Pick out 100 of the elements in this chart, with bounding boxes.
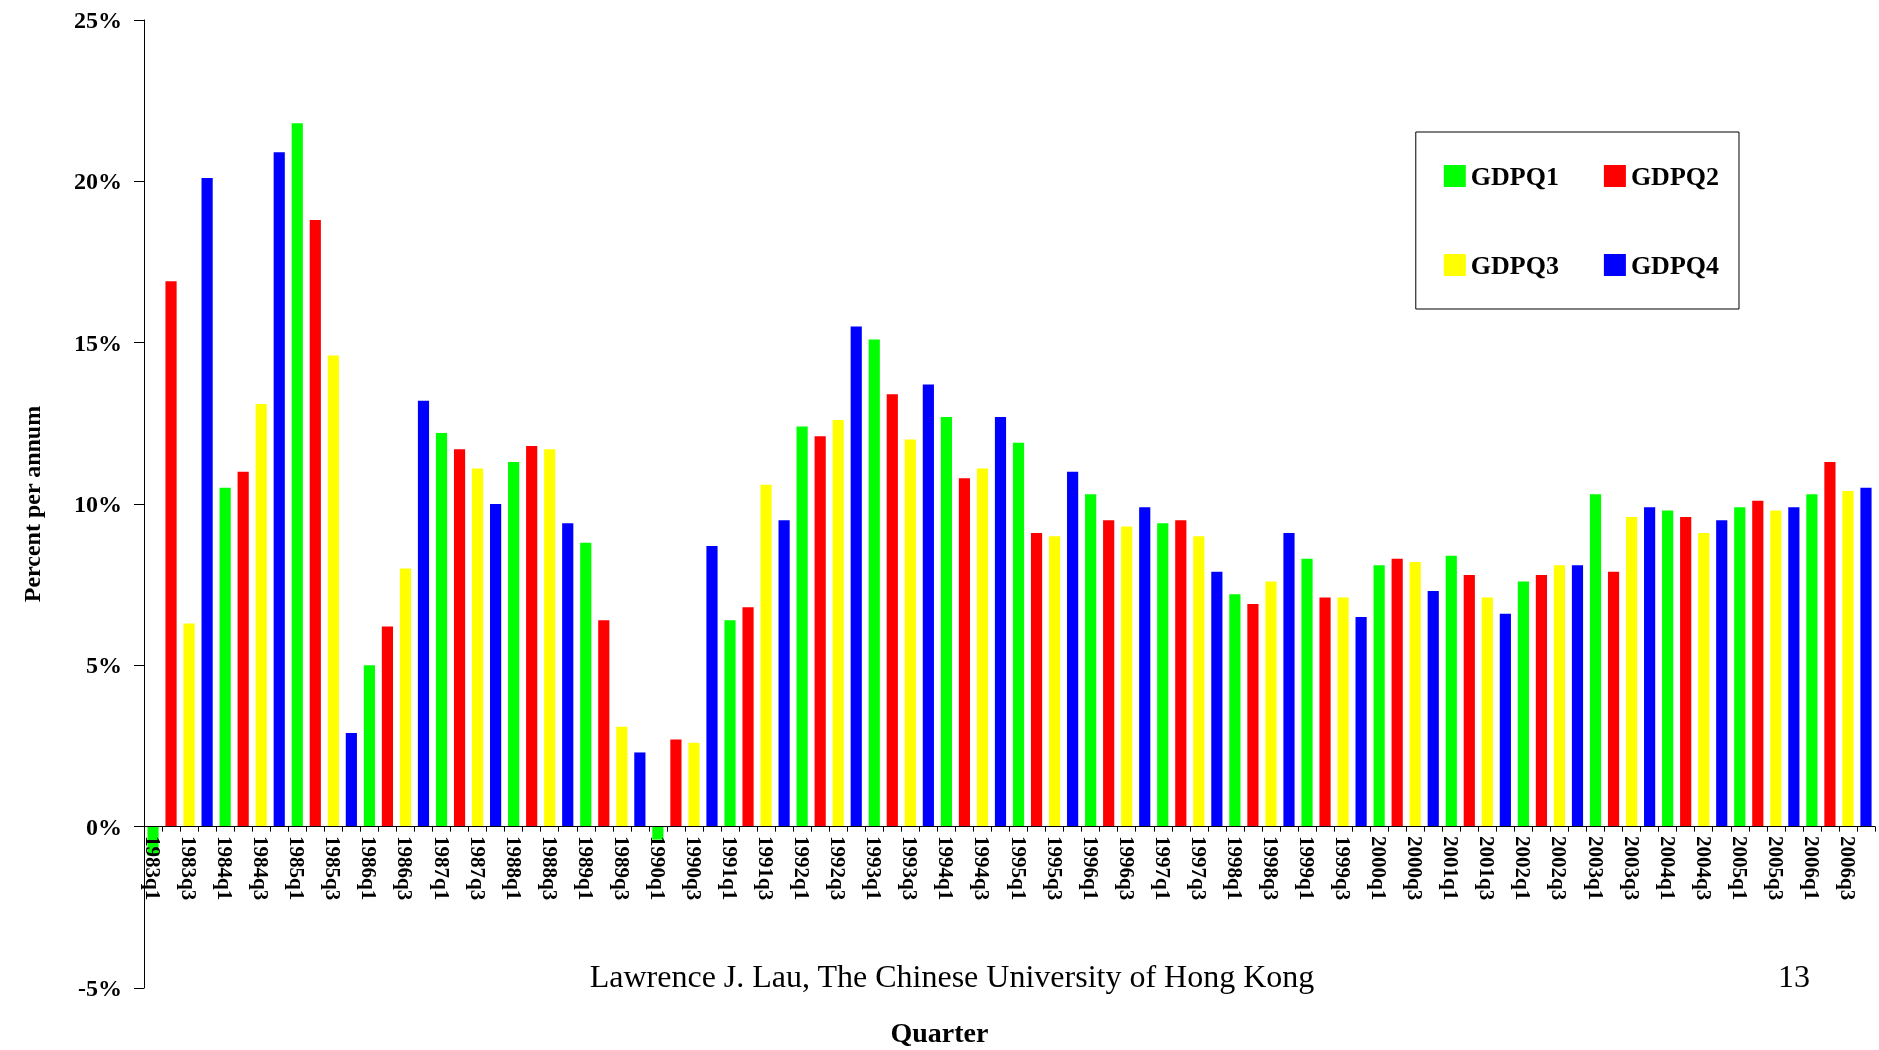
- bar: [724, 620, 736, 827]
- bar: [1355, 616, 1367, 827]
- bar: [1752, 500, 1764, 827]
- bar: [417, 400, 430, 827]
- bar: [1283, 533, 1295, 827]
- bar: [1824, 462, 1836, 827]
- bar: [1445, 555, 1457, 827]
- bar: [742, 607, 754, 827]
- bar: [399, 568, 412, 827]
- bar: [904, 439, 916, 827]
- bar: [1788, 507, 1800, 827]
- bar: [1734, 507, 1746, 827]
- x-tick-label: 1997q1: [1150, 836, 1175, 901]
- legend-label: GDPQ2: [1630, 161, 1719, 191]
- bar: [634, 752, 646, 827]
- bar: [814, 436, 826, 827]
- bar: [435, 433, 448, 827]
- bar: [886, 394, 898, 827]
- x-tick-label: 2004q3: [1691, 836, 1716, 901]
- x-tick-label: 2001q1: [1439, 836, 1464, 901]
- bar: [183, 623, 195, 827]
- annotation: Lawrence J. Lau, The Chinese University of Hong Kong: [589, 958, 1315, 994]
- bar: [670, 739, 682, 827]
- bar: [1157, 523, 1169, 827]
- x-tick-label: 1989q3: [609, 836, 634, 901]
- bar: [922, 384, 934, 827]
- y-tick-label: 20%: [74, 168, 122, 195]
- bar: [1842, 491, 1854, 827]
- bar: [1121, 526, 1133, 827]
- bar: [1247, 604, 1259, 827]
- x-tick-label: 1997q3: [1186, 836, 1211, 901]
- bar: [616, 726, 628, 827]
- bar: [850, 326, 862, 827]
- bar: [1499, 613, 1511, 827]
- x-tick-label: 1987q1: [429, 836, 454, 901]
- bar: [345, 733, 357, 827]
- bar: [1103, 520, 1115, 827]
- bar: [291, 123, 303, 827]
- bar: [1463, 574, 1475, 827]
- bar: [1301, 558, 1313, 827]
- bar: [1373, 565, 1385, 827]
- bar: [309, 220, 321, 827]
- x-tick-label: 2006q3: [1835, 836, 1860, 901]
- x-tick-label: 2006q1: [1799, 836, 1824, 901]
- bar: [1644, 507, 1656, 827]
- x-tick-label: 1984q1: [213, 836, 238, 901]
- x-tick-label: 2005q1: [1727, 836, 1752, 901]
- bar: [1427, 591, 1439, 827]
- bar: [562, 523, 574, 827]
- x-tick-label: 1993q1: [862, 836, 887, 901]
- bar: [1806, 494, 1818, 827]
- bar: [778, 520, 790, 827]
- bar: [471, 468, 484, 827]
- x-tick-label: 2001q3: [1475, 836, 1500, 901]
- bar: [1716, 520, 1728, 827]
- x-tick-label: 2004q1: [1655, 836, 1680, 901]
- y-axis-title: Percent per annum: [19, 405, 45, 603]
- x-tick-label: 1991q1: [718, 836, 743, 901]
- legend-label: GDPQ1: [1470, 161, 1559, 191]
- bar: [1607, 571, 1620, 827]
- annotation: 13: [1778, 958, 1810, 994]
- x-tick-label: 1994q3: [970, 836, 995, 901]
- bar: [273, 152, 285, 827]
- x-tick-label: 1998q3: [1258, 836, 1283, 901]
- bar: [526, 445, 538, 827]
- bar: [219, 487, 231, 827]
- bar: [1229, 594, 1241, 827]
- bar: [1481, 597, 1493, 827]
- x-tick-label: 1992q3: [826, 836, 851, 901]
- x-tick-label: 1986q1: [357, 836, 382, 901]
- bar: [1553, 565, 1566, 827]
- bar: [1680, 516, 1692, 827]
- x-tick-label: 1987q3: [465, 836, 490, 901]
- bar: [1085, 494, 1097, 827]
- y-tick-label: 0%: [86, 813, 122, 840]
- bar: [1030, 533, 1043, 827]
- bar: [1770, 510, 1782, 827]
- bar: [544, 449, 556, 827]
- bar: [1517, 581, 1529, 827]
- x-tick-label: 1983q1: [141, 836, 166, 901]
- x-tick-label: 2002q3: [1547, 836, 1572, 901]
- x-tick-label: 1995q1: [1006, 836, 1031, 901]
- x-tick-label: 2005q3: [1763, 836, 1788, 901]
- x-tick-label: 1993q3: [898, 836, 923, 901]
- y-tick-label: 10%: [74, 491, 122, 517]
- bar: [706, 545, 718, 827]
- bar: [994, 416, 1007, 827]
- bar: [1067, 471, 1079, 827]
- x-tick-label: 1999q1: [1295, 836, 1320, 901]
- bar: [796, 426, 808, 827]
- x-tick-label: 1989q1: [573, 836, 598, 901]
- x-tick-label: 1996q1: [1078, 836, 1103, 901]
- x-tick-label: 1991q3: [754, 836, 779, 901]
- bar: [453, 449, 466, 827]
- y-tick-label: 15%: [74, 329, 122, 356]
- bar: [1698, 533, 1710, 827]
- bar: [1012, 442, 1025, 827]
- bar: [940, 416, 952, 827]
- bar: [976, 468, 989, 827]
- x-tick-label: 2000q1: [1367, 836, 1392, 901]
